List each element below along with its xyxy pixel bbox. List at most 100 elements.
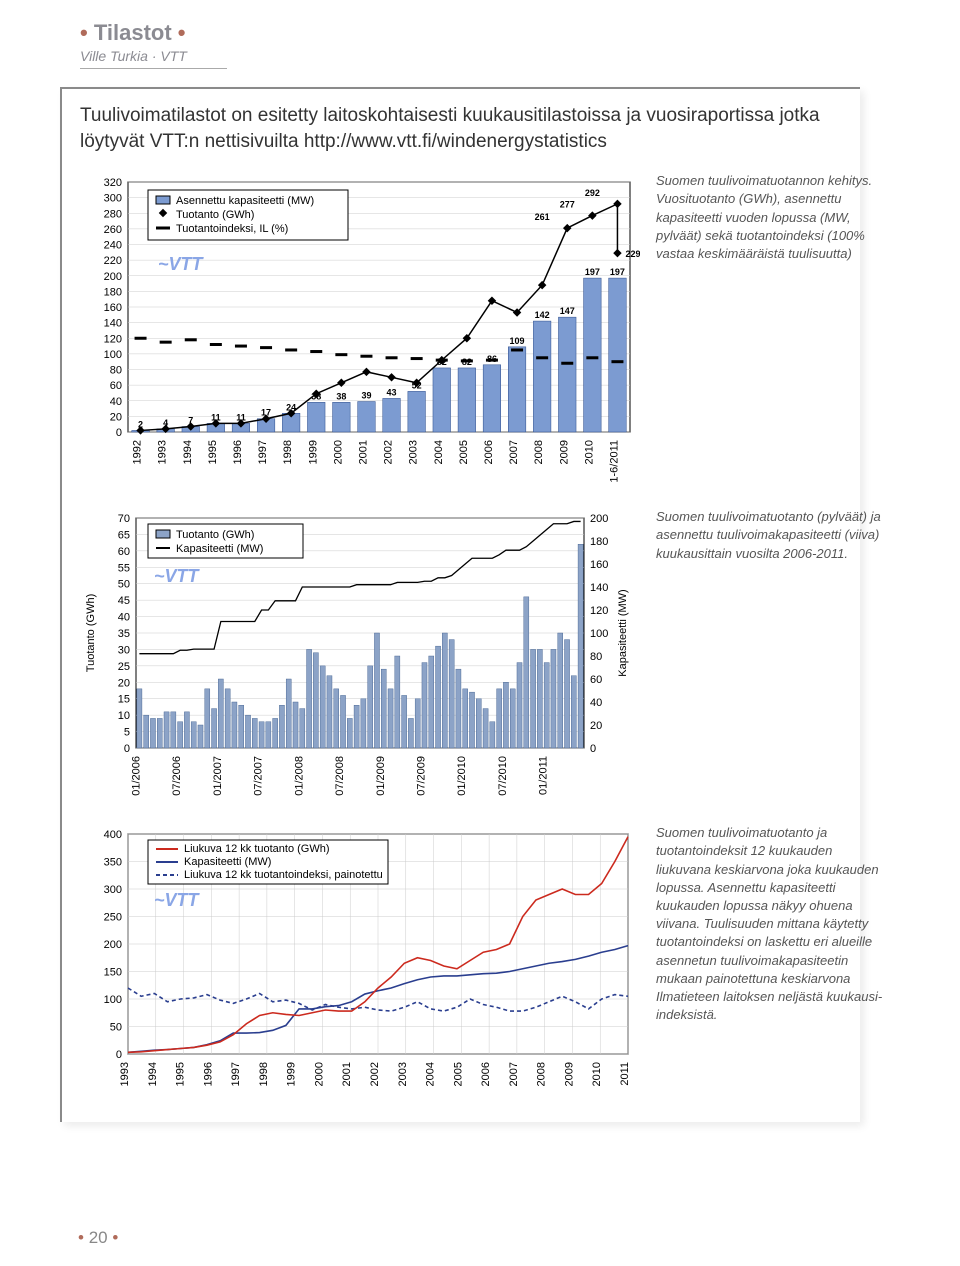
svg-text:200: 200 xyxy=(104,271,122,283)
svg-text:200: 200 xyxy=(104,939,122,951)
svg-text:2004: 2004 xyxy=(433,440,445,464)
svg-text:1993: 1993 xyxy=(119,1062,131,1086)
svg-text:100: 100 xyxy=(590,628,608,640)
svg-text:220: 220 xyxy=(104,255,122,267)
svg-text:35: 35 xyxy=(118,628,130,640)
section-title: • Tilastot • xyxy=(80,20,920,46)
svg-text:2000: 2000 xyxy=(332,440,344,464)
svg-text:15: 15 xyxy=(118,694,130,706)
svg-text:60: 60 xyxy=(110,380,122,392)
svg-text:01/2009: 01/2009 xyxy=(375,756,387,796)
page-number-value: 20 xyxy=(89,1228,108,1247)
svg-text:Tuotanto (GWh): Tuotanto (GWh) xyxy=(85,594,97,672)
svg-text:1996: 1996 xyxy=(232,440,244,464)
svg-text:40: 40 xyxy=(110,396,122,408)
svg-text:2003: 2003 xyxy=(408,440,420,464)
svg-text:2007: 2007 xyxy=(508,440,520,464)
svg-text:2006: 2006 xyxy=(480,1062,492,1086)
svg-text:147: 147 xyxy=(560,306,575,316)
svg-text:0: 0 xyxy=(116,427,122,439)
svg-text:180: 180 xyxy=(104,287,122,299)
svg-text:142: 142 xyxy=(535,310,550,320)
svg-text:2008: 2008 xyxy=(536,1062,548,1086)
svg-text:240: 240 xyxy=(104,240,122,252)
svg-text:07/2008: 07/2008 xyxy=(334,756,346,796)
svg-text:01/2006: 01/2006 xyxy=(130,756,142,796)
svg-text:07/2006: 07/2006 xyxy=(171,756,183,796)
svg-text:~VTT: ~VTT xyxy=(154,890,201,910)
svg-text:1993: 1993 xyxy=(157,440,169,464)
svg-text:50: 50 xyxy=(118,579,130,591)
page-header: • Tilastot • Ville Turkia · VTT xyxy=(60,20,920,69)
svg-text:320: 320 xyxy=(104,177,122,189)
svg-text:~VTT: ~VTT xyxy=(154,566,201,586)
section-title-text: Tilastot xyxy=(94,20,172,45)
svg-text:Liukuva 12 kk tuotantoindeksi,: Liukuva 12 kk tuotantoindeksi, painotett… xyxy=(184,869,383,881)
svg-text:55: 55 xyxy=(118,563,130,575)
svg-text:Kapasiteetti (MW): Kapasiteetti (MW) xyxy=(184,856,271,868)
svg-text:2007: 2007 xyxy=(508,1062,520,1086)
section-subtitle: Ville Turkia · VTT xyxy=(80,48,227,69)
content-panel: Tuulivoimatilastot on esitetty laitoskoh… xyxy=(60,87,860,1122)
svg-text:229: 229 xyxy=(625,249,640,259)
svg-text:Tuotanto (GWh): Tuotanto (GWh) xyxy=(176,209,254,221)
svg-text:Tuotantoindeksi, IL (%): Tuotantoindeksi, IL (%) xyxy=(176,223,288,235)
svg-text:~VTT: ~VTT xyxy=(158,254,205,274)
svg-text:2009: 2009 xyxy=(563,1062,575,1086)
svg-text:1997: 1997 xyxy=(257,440,269,464)
svg-text:60: 60 xyxy=(590,674,602,686)
svg-text:1994: 1994 xyxy=(182,440,194,464)
svg-text:300: 300 xyxy=(104,193,122,205)
svg-text:160: 160 xyxy=(104,302,122,314)
svg-text:1996: 1996 xyxy=(202,1062,214,1086)
svg-text:1998: 1998 xyxy=(258,1062,270,1086)
svg-text:Asennettu kapasiteetti (MW): Asennettu kapasiteetti (MW) xyxy=(176,195,314,207)
svg-text:01/2010: 01/2010 xyxy=(456,756,468,796)
svg-text:140: 140 xyxy=(104,318,122,330)
svg-text:2002: 2002 xyxy=(383,440,395,464)
chart-section-2: 0510152025303540455055606570020406080100… xyxy=(80,508,842,808)
svg-text:2006: 2006 xyxy=(483,440,495,464)
svg-text:1995: 1995 xyxy=(175,1062,187,1086)
svg-text:1-6/2011: 1-6/2011 xyxy=(608,440,620,483)
svg-text:2005: 2005 xyxy=(458,440,470,464)
svg-text:65: 65 xyxy=(118,530,130,542)
svg-text:1994: 1994 xyxy=(147,1062,159,1086)
svg-text:1992: 1992 xyxy=(132,440,144,464)
svg-text:0: 0 xyxy=(590,743,596,755)
svg-text:150: 150 xyxy=(104,967,122,979)
svg-text:2011: 2011 xyxy=(619,1062,631,1086)
svg-text:0: 0 xyxy=(116,1049,122,1061)
svg-text:160: 160 xyxy=(590,559,608,571)
svg-text:1999: 1999 xyxy=(286,1062,298,1086)
svg-text:Kapasiteetti (MW): Kapasiteetti (MW) xyxy=(176,543,263,555)
svg-text:260: 260 xyxy=(104,224,122,236)
svg-text:07/2009: 07/2009 xyxy=(415,756,427,796)
chart-1: 0204060801001201401601802002202402602803… xyxy=(80,172,640,492)
svg-text:0: 0 xyxy=(124,743,130,755)
chart-2-caption: Suomen tuulivoimatuotanto (pylväät) ja a… xyxy=(656,508,886,563)
svg-text:197: 197 xyxy=(585,267,600,277)
chart-1-caption: Suomen tuulivoimatuotannon kehitys. Vuos… xyxy=(656,172,886,263)
svg-text:20: 20 xyxy=(590,720,602,732)
chart-section-3: 0501001502002503003504001993199419951996… xyxy=(80,824,842,1104)
svg-text:40: 40 xyxy=(118,612,130,624)
svg-text:1997: 1997 xyxy=(230,1062,242,1086)
svg-text:20: 20 xyxy=(118,678,130,690)
svg-text:300: 300 xyxy=(104,884,122,896)
svg-text:45: 45 xyxy=(118,595,130,607)
svg-text:01/2011: 01/2011 xyxy=(538,756,550,795)
svg-text:400: 400 xyxy=(104,829,122,841)
svg-text:30: 30 xyxy=(118,645,130,657)
svg-text:20: 20 xyxy=(110,412,122,424)
svg-text:07/2010: 07/2010 xyxy=(497,756,509,796)
svg-text:2010: 2010 xyxy=(583,440,595,464)
chart-3-caption: Suomen tuulivoimatuotanto ja tuotantoind… xyxy=(656,824,886,1024)
svg-text:2000: 2000 xyxy=(313,1062,325,1086)
svg-text:100: 100 xyxy=(104,994,122,1006)
svg-text:2008: 2008 xyxy=(533,440,545,464)
svg-text:50: 50 xyxy=(110,1022,122,1034)
svg-text:01/2007: 01/2007 xyxy=(212,756,224,796)
svg-text:38: 38 xyxy=(336,392,346,402)
intro-paragraph: Tuulivoimatilastot on esitetty laitoskoh… xyxy=(80,103,842,154)
